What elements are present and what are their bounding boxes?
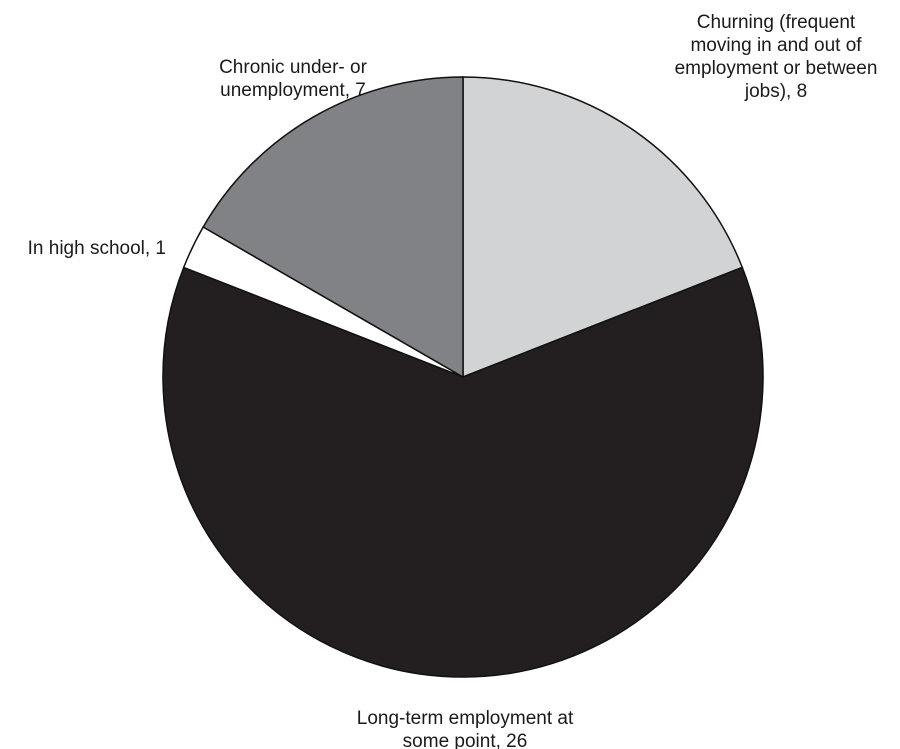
slice-label-line: employment or between <box>675 58 878 79</box>
slice-label-line: some point, 26 <box>403 731 528 749</box>
slice-label-line: In high school, 1 <box>28 238 166 259</box>
slice-label-line: unemployment, 7 <box>220 80 366 101</box>
pie-slice-3 <box>202 76 464 379</box>
pie-slices <box>162 76 764 678</box>
slice-label-line: Long-term employment at <box>357 708 574 729</box>
pie-slice-0 <box>462 76 744 379</box>
slice-label-line: Churning (frequent <box>697 12 856 33</box>
slice-label-line: moving in and out of <box>690 35 862 56</box>
slice-label-0: Churning (frequent moving in and out of em… <box>675 12 878 102</box>
slice-label-line: jobs), 8 <box>744 81 807 102</box>
slice-label-line: Chronic under- or <box>219 57 368 78</box>
slice-label-2: In high school, 1 <box>28 238 166 259</box>
slice-label-3: Chronic under- or unemployment, 7 <box>219 57 368 101</box>
slice-label-1: Long-term employment at some point, 26 <box>357 708 574 749</box>
pie-slice-1 <box>162 266 764 678</box>
pie-labels: Churning (frequent moving in and out of em… <box>28 12 878 749</box>
